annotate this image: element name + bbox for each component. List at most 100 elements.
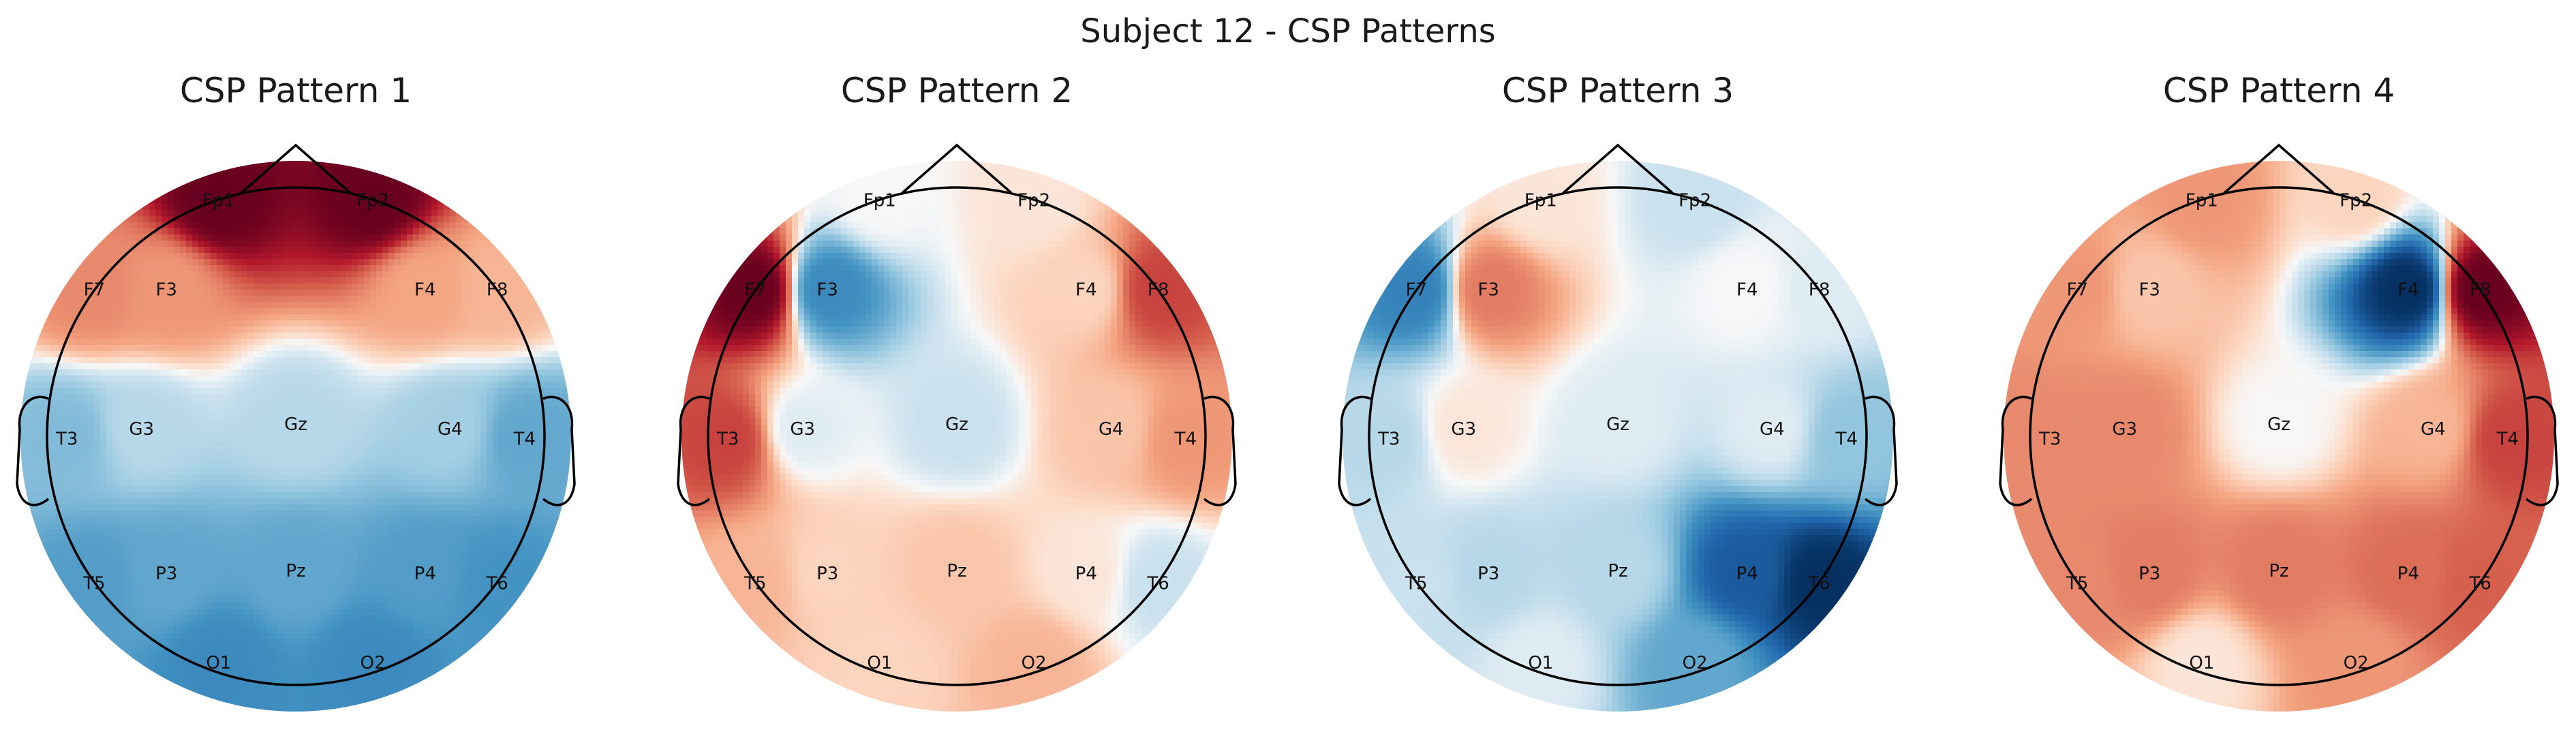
- panel-title-3: CSP Pattern 3: [1338, 71, 1897, 110]
- channel-label-t4: T4: [513, 429, 536, 450]
- channel-label-f3: F3: [155, 280, 177, 301]
- channel-label-fp1: Fp1: [1524, 190, 1557, 211]
- channel-label-f8: F8: [2470, 280, 2491, 301]
- channel-label-fp2: Fp2: [1678, 190, 1711, 211]
- channel-label-p3: P3: [1477, 564, 1499, 584]
- panel-title-1: CSP Pattern 1: [16, 71, 575, 110]
- channel-label-o1: O1: [206, 653, 231, 673]
- head-outline: [707, 186, 1207, 686]
- channel-label-t3: T3: [55, 429, 78, 450]
- channel-label-fp2: Fp2: [2340, 190, 2372, 211]
- channel-label-c4: G4: [1099, 419, 1124, 440]
- channel-label-pz: Pz: [947, 561, 966, 581]
- topomap-field: [2004, 161, 2554, 712]
- channel-label-cz: Gz: [945, 414, 968, 435]
- channel-label-cz: Gz: [1606, 414, 1629, 435]
- channel-label-fp1: Fp1: [863, 190, 896, 211]
- channel-label-f3: F3: [1477, 280, 1499, 301]
- channel-label-t6: T6: [2468, 573, 2491, 594]
- channel-label-c3: G3: [129, 419, 154, 440]
- channel-label-c4: G4: [438, 419, 463, 440]
- channel-label-c4: G4: [1760, 419, 1785, 440]
- channel-label-p3: P3: [2138, 564, 2160, 584]
- channel-label-o2: O2: [1683, 653, 1708, 673]
- head-outline: [2029, 186, 2529, 686]
- channel-label-f4: F4: [414, 280, 436, 301]
- channel-label-pz: Pz: [1608, 561, 1627, 581]
- channel-label-c4: G4: [2421, 419, 2446, 440]
- channel-label-t5: T5: [1405, 573, 1427, 594]
- nose-outline: [1562, 143, 1674, 194]
- channel-label-o1: O1: [1528, 653, 1553, 673]
- channel-label-pz: Pz: [2269, 561, 2288, 581]
- left-ear-outline: [1999, 395, 2033, 506]
- channel-label-t6: T6: [485, 573, 508, 594]
- channel-label-o1: O1: [2189, 653, 2214, 673]
- channel-label-t6: T6: [1146, 573, 1169, 594]
- topomap-field: [681, 161, 1232, 712]
- channel-label-f8: F8: [1809, 280, 1830, 301]
- channel-label-t5: T5: [743, 573, 766, 594]
- panel-title-2: CSP Pattern 2: [677, 71, 1236, 110]
- channel-label-f7: F7: [745, 280, 767, 301]
- channel-label-f7: F7: [2067, 280, 2089, 301]
- channel-label-o2: O2: [361, 653, 386, 673]
- right-ear-outline: [1203, 395, 1237, 506]
- channel-label-p4: P4: [414, 564, 436, 584]
- nose-outline: [901, 143, 1013, 194]
- channel-label-fp1: Fp1: [2186, 190, 2218, 211]
- channel-label-f3: F3: [816, 280, 838, 301]
- channel-label-f8: F8: [1148, 280, 1169, 301]
- channel-label-o1: O1: [867, 653, 892, 673]
- panel-title-4: CSP Pattern 4: [1999, 71, 2558, 110]
- channel-label-c3: G3: [790, 419, 815, 440]
- topomap-3: Fp1 Fp2 F7 F3 F4 F8 G3 Gz G4 T3 T4 T5 P3 Pz P4 T6 O1 O2: [1338, 143, 1898, 712]
- channel-label-f8: F8: [487, 280, 508, 301]
- channel-label-p4: P4: [2397, 564, 2419, 584]
- right-ear-outline: [2525, 395, 2559, 506]
- channel-label-cz: Gz: [284, 414, 307, 435]
- channel-label-t5: T5: [82, 573, 105, 594]
- channel-label-o2: O2: [2344, 653, 2369, 673]
- channel-label-f4: F4: [1736, 280, 1758, 301]
- channel-label-f4: F4: [2397, 280, 2419, 301]
- channel-label-f7: F7: [84, 280, 106, 301]
- left-ear-outline: [16, 395, 50, 506]
- channel-label-p3: P3: [155, 564, 177, 584]
- channel-label-p4: P4: [1736, 564, 1758, 584]
- head-outline: [46, 186, 546, 686]
- topomap-field: [20, 161, 571, 712]
- channel-label-f4: F4: [1075, 280, 1097, 301]
- channel-label-t3: T3: [1377, 429, 1400, 450]
- channel-label-fp1: Fp1: [202, 190, 235, 211]
- channel-label-p4: P4: [1075, 564, 1097, 584]
- channel-label-cz: Gz: [2267, 414, 2290, 435]
- channel-label-c3: G3: [1451, 419, 1476, 440]
- channel-label-p3: P3: [816, 564, 838, 584]
- channel-label-c3: G3: [2112, 419, 2137, 440]
- channel-label-f3: F3: [2138, 280, 2160, 301]
- channel-label-t3: T3: [2038, 429, 2061, 450]
- topomap-2: Fp1 Fp2 F7 F3 F4 F8 G3 Gz G4 T3 T4 T5 P3 Pz P4 T6 O1 O2: [677, 143, 1237, 712]
- channel-label-t5: T5: [2066, 573, 2088, 594]
- channel-label-t4: T4: [1174, 429, 1197, 450]
- channel-label-fp2: Fp2: [356, 190, 389, 211]
- right-ear-outline: [1864, 395, 1898, 506]
- head-outline: [1368, 186, 1868, 686]
- channel-label-t3: T3: [716, 429, 739, 450]
- channel-label-t6: T6: [1807, 573, 1830, 594]
- right-ear-outline: [542, 395, 576, 506]
- channel-label-fp2: Fp2: [1017, 190, 1050, 211]
- channel-label-o2: O2: [1022, 653, 1047, 673]
- topomap-4: Fp1 Fp2 F7 F3 F4 F8 G3 Gz G4 T3 T4 T5 P3 Pz P4 T6 O1 O2: [1999, 143, 2559, 712]
- left-ear-outline: [677, 395, 711, 506]
- channel-label-t4: T4: [2496, 429, 2519, 450]
- channel-label-f7: F7: [1406, 280, 1428, 301]
- channel-label-t4: T4: [1835, 429, 1858, 450]
- nose-outline: [240, 143, 352, 194]
- nose-outline: [2223, 143, 2335, 194]
- topomap-1: Fp1 Fp2 F7 F3 F4 F8 G3 Gz G4 T3 T4 T5 P3 Pz P4 T6 O1 O2: [16, 143, 576, 712]
- figure-title: Subject 12 - CSP Patterns: [0, 12, 2576, 50]
- topomap-field: [1343, 161, 1893, 712]
